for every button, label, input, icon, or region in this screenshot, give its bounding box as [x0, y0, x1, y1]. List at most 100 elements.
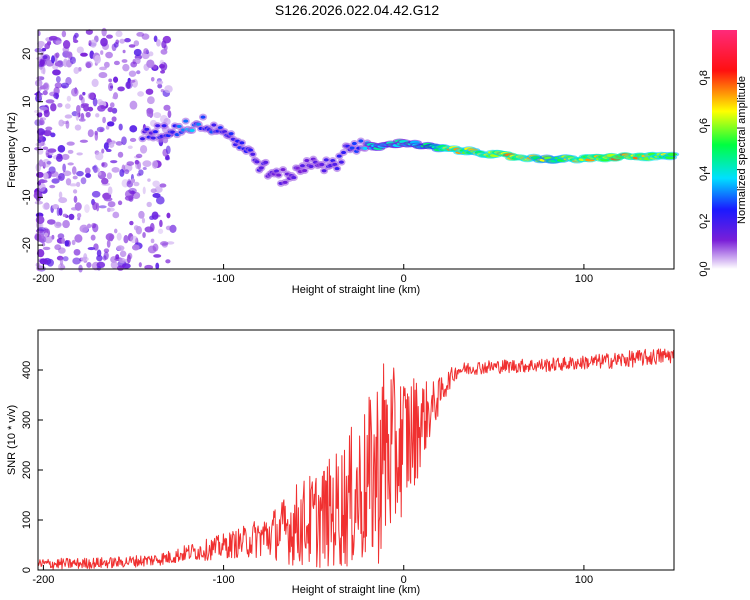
spectrogram-noise-speck — [128, 44, 136, 48]
spectrogram-ridge-point — [211, 123, 217, 127]
spectrogram-ridge-point — [239, 141, 245, 145]
spectrogram-ridge-point — [351, 141, 357, 146]
spectrogram-noise-speck — [74, 124, 82, 131]
spectrogram-noise-speck — [129, 137, 137, 142]
spectrogram-noise-speck — [44, 235, 53, 244]
snr-y-ticks: 0 100 200 300 400 — [21, 361, 43, 573]
spectrogram-ridge-point — [308, 164, 314, 169]
spectrogram-noise-speck — [73, 67, 80, 75]
spectrogram-noise-speck — [76, 170, 84, 177]
spectrogram-ridge-point — [144, 127, 150, 131]
spectrogram-noise-speck — [36, 249, 45, 258]
colorbar-scale — [712, 30, 737, 269]
spectrogram-noise-speck — [87, 246, 96, 251]
spectrogram-noise-speck — [102, 255, 107, 261]
spectrogram-noise-speck — [61, 153, 70, 161]
spectrogram-noise-speck — [105, 233, 115, 241]
y-tick-label: -10 — [21, 189, 33, 205]
spectrogram-noise-speck — [102, 116, 106, 124]
spectrogram-noise-speck — [45, 99, 55, 104]
spectrogram-noise-speck — [121, 136, 127, 146]
spectrogram-noise-speck — [156, 39, 161, 47]
spectrogram-noise-speck — [62, 163, 66, 172]
spectrogram-ridge-point — [276, 173, 282, 177]
spectrogram-noise-speck — [81, 103, 90, 107]
y-tick-label: 300 — [21, 411, 33, 429]
spectrogram-noise-speck — [117, 86, 125, 92]
chart-title: S126.2026.022.04.42.G12 — [275, 2, 439, 18]
spectrogram-noise-speck — [119, 250, 127, 258]
spectrogram-noise-speck — [133, 181, 140, 187]
spectrogram-noise-speck — [124, 38, 131, 43]
spectrogram-noise-speck — [115, 30, 123, 38]
spectrogram-noise-speck — [54, 82, 63, 89]
spectrogram-noise-speck — [118, 257, 126, 264]
spectrogram-noise-speck — [111, 116, 117, 122]
spectrogram-noise-speck — [58, 247, 66, 254]
spectrogram-noise-speck — [69, 56, 77, 65]
colorbar-label: Normalized spectral amplitude — [736, 76, 748, 224]
spectrogram-ridge-point — [291, 175, 297, 180]
spectrogram-noise-speck — [43, 109, 50, 118]
spectrogram-noise-speck — [163, 104, 171, 111]
spectrogram-noise-speck — [142, 186, 146, 195]
spectrogram-ridge-point — [189, 128, 195, 132]
spectrogram-noise-speck — [136, 173, 141, 177]
spectrogram-noise-speck — [50, 103, 57, 112]
spectrogram-noise-speck — [37, 40, 45, 47]
spectrogram-noise-speck — [36, 227, 46, 232]
spectrogram-noise-speck — [49, 170, 59, 178]
spectrogram-noise-speck — [87, 129, 94, 138]
spectrogram-noise-speck — [164, 156, 171, 161]
spectrogram-noise-speck — [159, 219, 163, 228]
spectrogram-noise-speck — [42, 246, 51, 251]
spectrogram-noise-speck — [142, 167, 147, 171]
spectrogram-noise-speck — [51, 55, 55, 64]
spectrogram-noise-speck — [115, 141, 123, 146]
spectrogram-noise-speck — [99, 128, 104, 132]
spectrogram-noise-speck — [62, 220, 70, 229]
spectrogram-ridge-point — [139, 137, 145, 141]
spectrogram-noise-speck — [115, 39, 120, 45]
spectrogram-noise-speck — [106, 34, 113, 39]
snr-x-ticks: -200 -100 0 100 — [32, 565, 593, 586]
spectrogram-noise-speck — [151, 160, 159, 169]
spectrogram-noise-speck — [85, 173, 92, 178]
spectrogram-noise-speck — [103, 142, 109, 150]
spectrogram-noise-speck — [96, 254, 103, 262]
spectrogram-noise-speck — [128, 79, 136, 83]
spectrogram-noise-speck — [106, 239, 111, 248]
spectrogram-noise-speck — [67, 149, 74, 154]
spectrogram-noise-speck — [39, 258, 48, 265]
spectrogram-noise-speck — [94, 132, 99, 141]
spectrogram-noise-speck — [92, 223, 99, 233]
spectrogram-ridge-point — [152, 130, 158, 134]
spectrogram-noise-speck — [65, 178, 72, 186]
spectrogram-noise-speck — [146, 59, 155, 69]
spectrogram-noise-speck — [74, 32, 79, 38]
spectrogram-noise-speck — [146, 107, 154, 115]
spectrogram-noise-speck — [62, 170, 72, 177]
x-tick-label: 0 — [401, 574, 407, 586]
spectrogram-noise-speck — [57, 233, 65, 240]
spectrogram-noise-speck — [55, 154, 63, 162]
spectrogram-noise-speck — [36, 265, 43, 272]
spectrogram-noise-speck — [76, 152, 83, 156]
spectrogram-noise-speck — [151, 211, 159, 220]
spectrogram-noise-speck — [130, 235, 138, 244]
spectrogram-noise-speck — [107, 186, 113, 196]
spectrogram-noise-speck — [160, 70, 166, 74]
spectrogram-noise-speck — [129, 125, 138, 133]
spectrogram-noise-speck — [165, 145, 171, 155]
spectrogram-noise-speck — [116, 245, 125, 251]
spectrogram-ridge-point — [280, 168, 286, 172]
spectrogram-noise-speck — [41, 47, 47, 52]
spectrogram-noise-speck — [124, 169, 130, 175]
spectrogram-noise-speck — [119, 169, 125, 177]
x-tick-label: 100 — [575, 574, 593, 586]
spectrogram-noise-speck — [53, 92, 60, 99]
spectrogram-noise-speck — [83, 253, 88, 261]
spectrogram-noise-speck — [95, 113, 100, 118]
spectrogram-noise-speck — [128, 187, 137, 194]
spectrogram-noise-speck — [145, 88, 154, 95]
